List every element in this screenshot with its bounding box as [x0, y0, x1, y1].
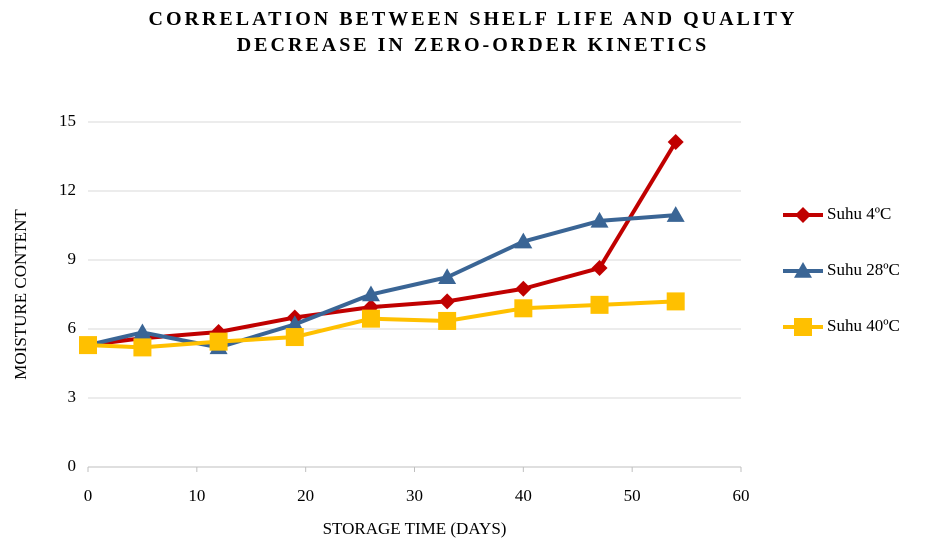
- y-tick-label: 15: [59, 111, 76, 130]
- marker: [133, 323, 152, 340]
- marker: [590, 295, 609, 314]
- marker: [514, 299, 533, 318]
- legend-label: Suhu 4ºC: [827, 204, 891, 223]
- marker: [438, 311, 457, 330]
- x-tick-label: 50: [624, 486, 641, 505]
- y-axis-title: MOISTURE CONTENT: [11, 209, 30, 380]
- series-line: [87, 140, 678, 348]
- marker: [590, 211, 609, 228]
- x-tick-label: 20: [297, 486, 314, 505]
- marker: [361, 285, 380, 302]
- marker: [439, 293, 456, 310]
- marker: [438, 268, 457, 284]
- legend-label: Suhu 28ºC: [827, 260, 900, 279]
- marker: [666, 206, 685, 222]
- marker: [285, 328, 304, 347]
- y-tick-label: 6: [68, 318, 77, 337]
- y-tick-label: 0: [68, 456, 77, 475]
- marker: [79, 336, 97, 355]
- marker: [361, 309, 380, 328]
- marker: [133, 338, 152, 357]
- marker: [285, 315, 304, 332]
- legend-marker: [794, 318, 812, 336]
- marker: [514, 232, 533, 249]
- marker: [209, 332, 228, 351]
- marker: [515, 280, 532, 297]
- x-axis-title: STORAGE TIME (DAYS): [323, 519, 507, 538]
- marker: [591, 260, 608, 277]
- legend-label: Suhu 40ºC: [827, 316, 900, 335]
- series-line: [87, 213, 676, 350]
- x-tick-label: 10: [188, 486, 205, 505]
- x-tick-label: 40: [515, 486, 532, 505]
- legend-marker: [794, 262, 812, 278]
- x-tick-label: 60: [733, 486, 750, 505]
- y-tick-label: 3: [68, 387, 77, 406]
- y-tick-label: 12: [59, 180, 76, 199]
- x-tick-label: 0: [84, 486, 93, 505]
- y-tick-label: 9: [68, 249, 77, 268]
- x-tick-label: 30: [406, 486, 423, 505]
- chart-title: CORRELATION BETWEEN SHELF LIFE AND QUALI…: [148, 8, 798, 56]
- marker: [667, 134, 684, 151]
- legend-marker: [795, 207, 811, 223]
- marker: [666, 292, 685, 311]
